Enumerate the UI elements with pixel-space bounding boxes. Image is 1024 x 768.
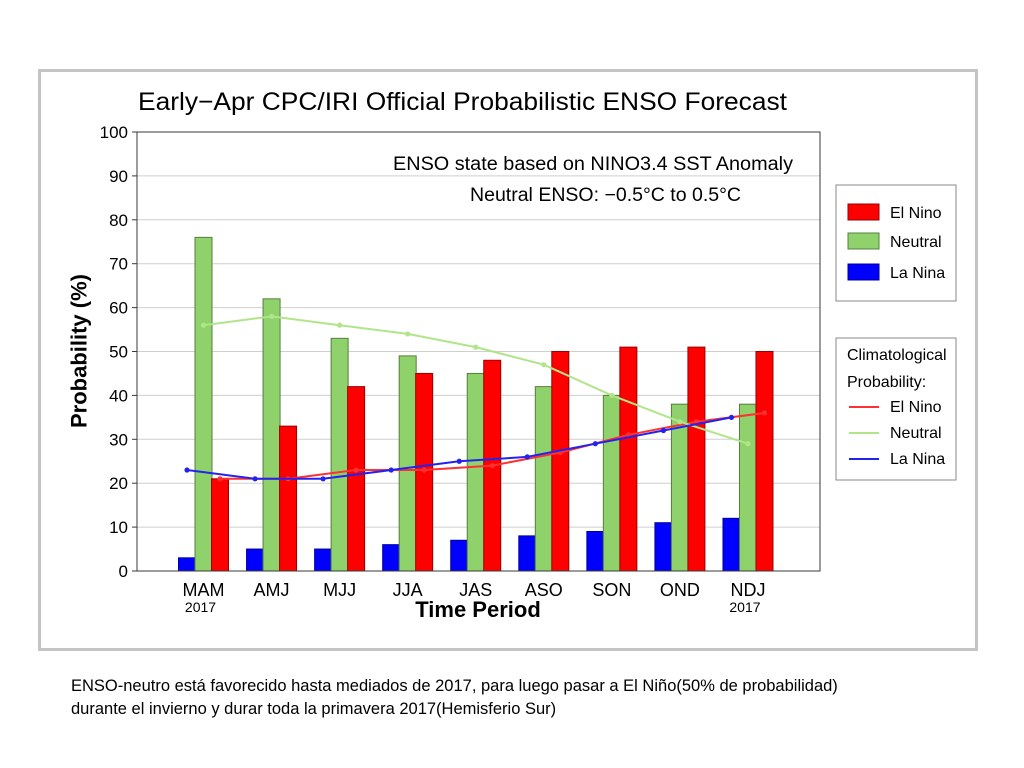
climatology-point-la-nina-ndj (728, 414, 735, 420)
forecast-legend: El Nino Neutral La Nina (835, 184, 957, 302)
bar-el-nino-son (619, 346, 638, 572)
x-tick-label-aso: ASO (525, 580, 563, 600)
legend-label-neutral: Neutral (890, 234, 942, 251)
climatology-point-el-nino-mam (217, 476, 223, 482)
climatology-point-la-nina-amj (252, 476, 258, 482)
bar-la-nina-son (586, 530, 605, 572)
y-tick-label: 20 (109, 474, 128, 493)
legend-swatch-neutral (847, 232, 880, 250)
bar-la-nina-jja (382, 544, 401, 572)
legend-swatch-la-nina (847, 263, 880, 281)
x-tick-label-mjj: MJJ (323, 580, 356, 600)
climatology-point-el-nino-mjj (353, 467, 359, 473)
climatology-point-la-nina-ond (660, 427, 667, 434)
y-tick-label: 0 (119, 562, 128, 581)
climatology-point-neutral-aso (541, 362, 547, 368)
bar-el-nino-ndj (755, 351, 774, 572)
climatology-legend-title-line: Probability: (847, 374, 926, 391)
bar-neutral-mam (194, 236, 213, 572)
bar-la-nina-amj (246, 548, 265, 572)
y-tick-label: 60 (109, 299, 128, 318)
climatology-point-la-nina-mam (184, 467, 190, 473)
x-axis-title: Time Period (415, 597, 541, 622)
bar-la-nina-ndj (722, 517, 741, 572)
y-tick-label: 50 (109, 343, 128, 362)
x-tick-label-amj: AMJ (254, 580, 290, 600)
climatology-legend-title: Climatological Probability: (847, 347, 947, 391)
x-tick-label-mam: MAM (183, 580, 225, 600)
x-tick-label-jas: JAS (459, 580, 492, 600)
y-tick-label: 80 (109, 211, 128, 230)
bar-neutral-son (602, 394, 621, 572)
bar-neutral-jas (466, 372, 485, 572)
climatology-legend: Climatological Probability: El Nino Neutr… (835, 337, 957, 481)
climatology-point-la-nina-son (592, 441, 598, 447)
x-tick-label-son: SON (592, 580, 631, 600)
y-tick-label: 70 (109, 255, 128, 274)
chart-title: Early−Apr CPC/IRI Official Probabilistic… (138, 88, 787, 116)
y-tick-label: 10 (109, 518, 128, 537)
y-tick-label: 100 (100, 123, 128, 142)
climatology-point-neutral-jas (473, 344, 479, 350)
y-tick-label: 40 (109, 386, 128, 405)
climatology-point-la-nina-jas (456, 458, 462, 464)
x-tick-label-ndj: NDJ (730, 580, 765, 600)
caption-line-2: durante el invierno y durar toda la prim… (71, 700, 557, 718)
climatology-point-el-nino-jja (421, 467, 427, 473)
y-tick-label: 90 (109, 167, 128, 186)
climatology-point-neutral-son (609, 392, 615, 398)
climatology-point-la-nina-jja (388, 467, 394, 473)
bar-el-nino-ond (687, 346, 706, 572)
climatology-point-el-nino-ndj (761, 410, 768, 416)
caption-line-1: ENSO-neutro está favorecido hasta mediad… (71, 677, 838, 695)
climatology-point-el-nino-jas (489, 463, 495, 469)
climatology-point-la-nina-mjj (320, 476, 326, 482)
climatology-point-la-nina-aso (524, 454, 530, 460)
legend-label-clim-neutral: Neutral (890, 425, 942, 442)
bar-neutral-amj (262, 298, 281, 572)
bar-neutral-mjj (330, 337, 349, 572)
slide-caption: ENSO-neutro está favorecido hasta mediad… (71, 675, 991, 721)
bar-el-nino-aso (551, 351, 570, 572)
climatology-point-neutral-ond (677, 419, 683, 425)
bar-neutral-jja (398, 355, 417, 572)
y-axis: 0 10 20 30 40 50 60 70 80 90 100 (100, 123, 137, 581)
annotation-neutral-range: Neutral ENSO: −0.5°C to 0.5°C (470, 185, 741, 206)
bar-la-nina-mam (178, 557, 196, 572)
forecast-bars (178, 236, 774, 572)
legend-swatch-el-nino (847, 203, 880, 221)
bar-el-nino-mam (211, 478, 229, 572)
climatology-point-neutral-jja (405, 331, 411, 337)
legend-label-el-nino: El Nino (890, 205, 942, 222)
y-tick-label: 30 (109, 430, 128, 449)
bar-neutral-aso (534, 386, 553, 572)
x-tick-year-ndj: 2017 (729, 599, 760, 615)
x-tick-label-ond: OND (660, 580, 700, 600)
climatology-point-neutral-mam (200, 322, 207, 328)
bar-neutral-ndj (738, 403, 757, 572)
climatology-legend-box (835, 337, 957, 481)
climatology-lines (184, 313, 768, 482)
bar-la-nina-mjj (314, 548, 333, 572)
annotation-enso-state: ENSO state based on NINO3.4 SST Anomaly (393, 154, 794, 175)
enso-forecast-chart: Early−Apr CPC/IRI Official Probabilistic… (67, 88, 957, 622)
x-tick-year-mam: 2017 (185, 599, 216, 615)
climatology-point-neutral-mjj (337, 322, 343, 328)
climatology-point-neutral-ndj (745, 441, 751, 447)
x-tick-label-jja: JJA (393, 580, 423, 600)
y-axis-title: Probability (%) (67, 274, 92, 428)
climatology-point-neutral-amj (268, 313, 275, 319)
legend-label-clim-el-nino: El Nino (890, 399, 942, 416)
bar-la-nina-jas (450, 539, 469, 572)
bar-el-nino-mjj (347, 386, 366, 572)
bar-la-nina-aso (518, 535, 537, 572)
climatology-legend-title-line: Climatological (847, 347, 947, 364)
legend-label-la-nina: La Nina (890, 265, 945, 282)
bar-la-nina-ond (654, 522, 673, 572)
bar-el-nino-amj (279, 425, 298, 572)
legend-label-clim-la-nina: La Nina (890, 451, 945, 468)
